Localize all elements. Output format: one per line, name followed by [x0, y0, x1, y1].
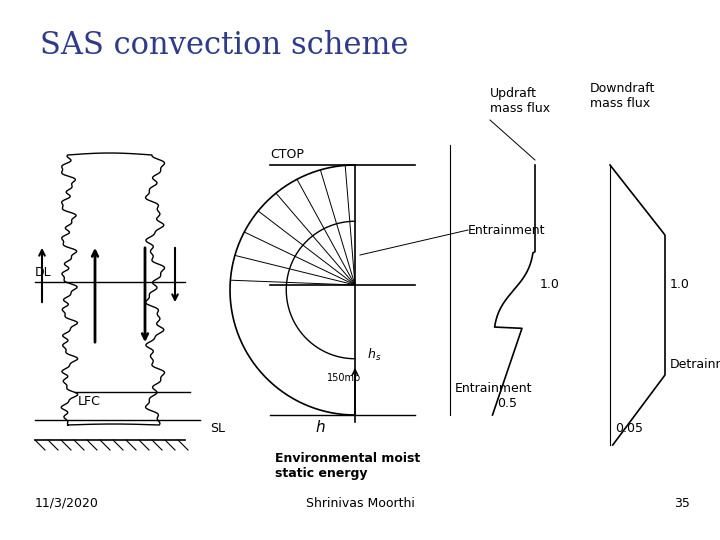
Text: mass flux: mass flux: [490, 102, 550, 115]
Text: 1.0: 1.0: [540, 279, 560, 292]
Text: Detrainment: Detrainment: [670, 359, 720, 372]
Text: DL: DL: [35, 266, 52, 279]
Text: SL: SL: [210, 422, 225, 435]
Text: 150mb: 150mb: [327, 373, 361, 383]
Text: LFC: LFC: [78, 395, 101, 408]
Text: CTOP: CTOP: [270, 148, 304, 161]
Text: 0.5: 0.5: [498, 397, 518, 410]
Text: Updraft: Updraft: [490, 87, 537, 100]
Text: Shrinivas Moorthi: Shrinivas Moorthi: [305, 497, 415, 510]
Text: h$_s$: h$_s$: [367, 347, 382, 363]
Text: static energy: static energy: [275, 467, 367, 480]
Text: 11/3/2020: 11/3/2020: [35, 497, 99, 510]
Text: h: h: [315, 420, 325, 435]
Text: 35: 35: [674, 497, 690, 510]
Text: Entrainment: Entrainment: [455, 382, 533, 395]
Text: Downdraft: Downdraft: [590, 82, 655, 95]
Text: Entrainment: Entrainment: [468, 224, 546, 237]
Text: mass flux: mass flux: [590, 97, 650, 110]
Text: 1.0: 1.0: [670, 279, 690, 292]
Text: 0.05: 0.05: [615, 422, 643, 435]
Text: Environmental moist: Environmental moist: [275, 452, 420, 465]
Text: SAS convection scheme: SAS convection scheme: [40, 30, 408, 61]
